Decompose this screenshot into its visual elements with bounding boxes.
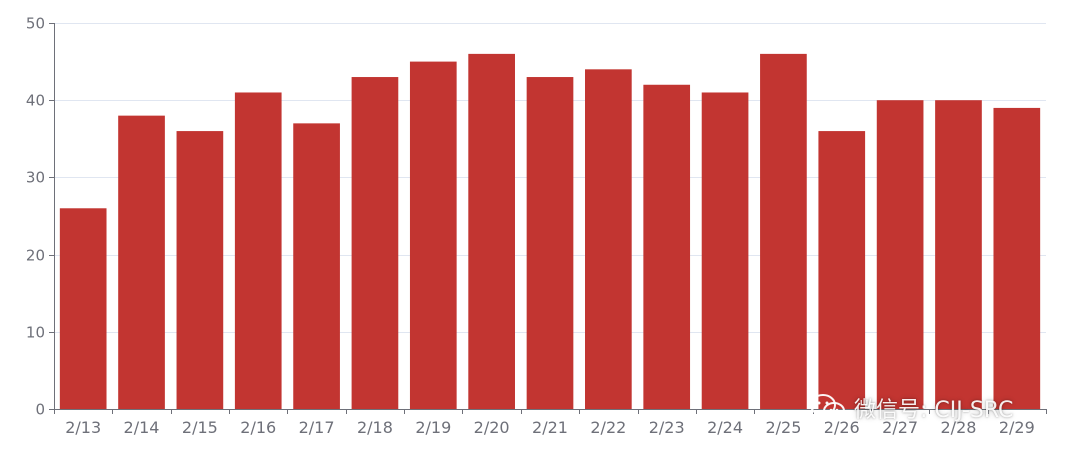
x-tick-label: 2/24 xyxy=(707,418,743,437)
bar-2-24 xyxy=(701,92,749,409)
bar-2-27 xyxy=(876,100,924,409)
x-tick-label: 2/18 xyxy=(357,418,393,437)
x-tick-label: 2/19 xyxy=(415,418,451,437)
x-tick-label: 2/27 xyxy=(882,418,918,437)
axes xyxy=(54,23,1047,414)
x-tick-label: 2/28 xyxy=(941,418,977,437)
bar-2-19 xyxy=(409,61,457,409)
x-axis-ticks: 2/13 2/14 2/15 2/16 2/17 2/18 2/19 2/20 2/21 2/22… xyxy=(65,418,1035,437)
bar-2-13 xyxy=(59,208,107,409)
bar-2-23 xyxy=(643,84,691,409)
y-tick-label: 50 xyxy=(26,15,45,33)
bars xyxy=(59,53,1041,410)
bar-2-28 xyxy=(935,100,982,409)
x-tick-label: 2/20 xyxy=(474,418,510,437)
bar-2-17 xyxy=(293,123,340,410)
bar-2-26 xyxy=(818,131,866,409)
bar-2-14 xyxy=(118,115,165,409)
y-axis-ticks: 0 10 20 30 40 50 xyxy=(26,15,45,419)
x-tick-label: 2/13 xyxy=(65,418,101,437)
bar-2-25 xyxy=(760,53,807,409)
bar-2-15 xyxy=(176,131,224,409)
x-tick-label: 2/23 xyxy=(649,418,685,437)
x-tick-label: 2/21 xyxy=(532,418,568,437)
y-tick-label: 20 xyxy=(26,247,45,265)
x-tick-label: 2/26 xyxy=(824,418,860,437)
bar-2-18 xyxy=(351,77,399,409)
x-tick-label: 2/16 xyxy=(240,418,276,437)
x-tick-label: 2/25 xyxy=(765,418,801,437)
bar-2-29 xyxy=(993,107,1041,410)
bar-2-21 xyxy=(526,77,574,409)
y-tick-label: 10 xyxy=(26,324,45,342)
x-tick-label: 2/29 xyxy=(999,418,1035,437)
bar-2-20 xyxy=(468,53,515,409)
x-tick-label: 2/17 xyxy=(299,418,335,437)
bar-2-16 xyxy=(234,92,282,409)
x-tick-label: 2/14 xyxy=(124,418,160,437)
y-tick-label: 40 xyxy=(26,92,45,110)
x-tick-label: 2/15 xyxy=(182,418,218,437)
y-tick-label: 30 xyxy=(26,169,45,187)
x-tick-label: 2/22 xyxy=(590,418,626,437)
bar-2-22 xyxy=(585,69,632,409)
y-tick-label: 0 xyxy=(35,401,45,419)
